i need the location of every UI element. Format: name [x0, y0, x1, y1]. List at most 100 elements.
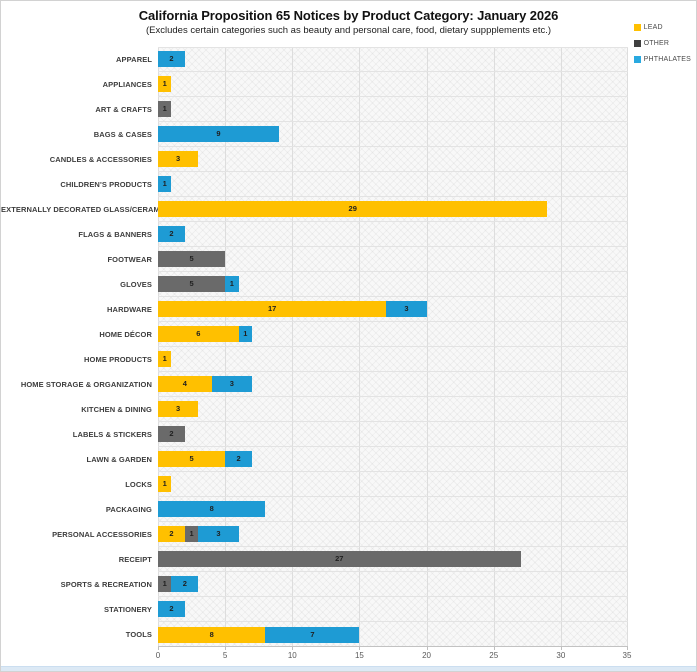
bar-value-label: 6	[196, 329, 201, 339]
x-tick-mark	[292, 647, 294, 650]
bar-value-label: 2	[169, 529, 174, 539]
bar-value-label: 3	[229, 379, 234, 389]
chart-row: APPLIANCES 1	[1, 72, 696, 97]
bar-segment-phthalates: 3	[198, 526, 239, 542]
bar-track: 2 1 3	[158, 522, 628, 547]
bar-value-label: 2	[169, 604, 174, 614]
legend-swatch-icon	[633, 24, 641, 31]
bar-track: 3	[158, 397, 628, 422]
category-label: HARDWARE	[107, 305, 152, 314]
x-tick-mark	[627, 647, 628, 650]
bar-value-label: 1	[162, 179, 167, 189]
category-label: EXTERNALLY DECORATED GLASS/CERAMICWARE	[1, 205, 191, 214]
bar-value-label: 3	[216, 529, 221, 539]
bar-value-label: 2	[169, 429, 174, 439]
bar-value-label: 2	[236, 454, 241, 464]
bar-track: 5	[158, 247, 628, 272]
bar-segment-lead: 17	[158, 301, 387, 317]
bar-value-label: 5	[189, 254, 194, 264]
category-label: TOOLS	[125, 630, 152, 639]
category-label: STATIONERY	[104, 605, 152, 614]
bar-segment-phthalates: 1	[238, 326, 252, 342]
bar-track: 2	[158, 422, 628, 447]
bar-value-label: 17	[267, 304, 277, 314]
bar-segment-other: 2	[158, 426, 185, 442]
x-tick-mark	[158, 647, 159, 650]
bar-segment-phthalates: 2	[158, 601, 185, 617]
category-label: HOME STORAGE & ORGANIZATION	[20, 380, 152, 389]
legend-item-phthalates: PHTHALATES	[633, 56, 691, 63]
bar-value-label: 3	[176, 404, 181, 414]
bar-track: 9	[158, 122, 628, 147]
category-label: CANDLES & ACCESSORIES	[49, 155, 152, 164]
bar-segment-phthalates: 8	[158, 501, 266, 517]
gridline-x-35	[627, 48, 628, 646]
bar-value-label: 3	[176, 154, 181, 164]
category-label: FOOTWEAR	[107, 255, 152, 264]
chart-row: KITCHEN & DINING 3	[1, 397, 696, 422]
chart-row: PERSONAL ACCESSORIES 2 1 3	[1, 522, 696, 547]
bar-track: 1	[158, 472, 628, 497]
category-label: APPLIANCES	[102, 80, 152, 89]
x-axis: 0 5 10 15 20 25 30 35	[156, 647, 631, 663]
bar-value-label: 2	[182, 579, 187, 589]
bar-track: 1	[158, 172, 628, 197]
bar-segment-lead: 1	[158, 351, 172, 367]
gridline-x-15	[359, 48, 361, 646]
x-tick-label: 10	[287, 651, 297, 660]
bar-segment-other: 5	[158, 276, 226, 292]
x-tick-mark	[560, 647, 562, 650]
gridline-x-10	[292, 48, 294, 646]
chart-area: APPAREL 2 APPLIANCES 1 ART & CRAFTS 1 BAGS & C…	[1, 47, 696, 647]
category-label: HOME PRODUCTS	[84, 355, 152, 364]
bar-segment-other: 5	[158, 251, 226, 267]
bar-value-label: 8	[209, 629, 214, 639]
chart-row: LAWN & GARDEN 5 2	[1, 447, 696, 472]
category-label: GLOVES	[120, 280, 152, 289]
bar-value-label: 1	[229, 279, 234, 289]
bar-value-label: 3	[404, 304, 409, 314]
bar-segment-phthalates: 3	[211, 376, 252, 392]
bar-value-label: 1	[243, 329, 248, 339]
category-label: LAWN & GARDEN	[86, 455, 152, 464]
x-tick-label: 5	[222, 651, 228, 660]
chart-row: TOOLS 8 7	[1, 622, 696, 647]
bar-segment-lead: 4	[158, 376, 212, 392]
bar-value-label: 1	[162, 104, 167, 114]
category-label: KITCHEN & DINING	[81, 405, 152, 414]
bar-track: 17 3	[158, 297, 628, 322]
bar-value-label: 27	[335, 554, 344, 564]
chart-row: RECEIPT 27	[1, 547, 696, 572]
category-label: RECEIPT	[118, 555, 152, 564]
chart-row: PACKAGING 8	[1, 497, 696, 522]
chart-row: FLAGS & BANNERS 2	[1, 222, 696, 247]
x-tick-label: 15	[354, 651, 364, 660]
chart-row: FOOTWEAR 5	[1, 247, 696, 272]
bar-segment-other: 1	[158, 101, 172, 117]
x-tick-label: 30	[556, 651, 566, 660]
chart-row: HARDWARE 17 3	[1, 297, 696, 322]
bar-track: 8	[158, 497, 628, 522]
chart-row: CANDLES & ACCESSORIES 3	[1, 147, 696, 172]
bar-segment-lead: 2	[158, 526, 185, 542]
category-label: PACKAGING	[105, 505, 152, 514]
bar-segment-phthalates: 2	[225, 451, 252, 467]
bar-segment-phthalates: 2	[158, 51, 185, 67]
bar-segment-phthalates: 7	[265, 626, 360, 643]
chart-row: EXTERNALLY DECORATED GLASS/CERAMICWARE 29	[1, 197, 696, 222]
x-tick-mark	[493, 647, 495, 650]
bar-track: 1	[158, 97, 628, 122]
bar-segment-lead: 3	[158, 151, 199, 167]
bar-segment-phthalates: 3	[386, 301, 427, 317]
bar-value-label: 29	[348, 204, 357, 214]
legend-item-lead: LEAD	[633, 24, 691, 31]
x-tick-mark	[426, 647, 428, 650]
chart-row: HOME PRODUCTS 1	[1, 347, 696, 372]
chart-row: GLOVES 5 1	[1, 272, 696, 297]
category-label: FLAGS & BANNERS	[78, 230, 152, 239]
bottom-edge-strip	[1, 666, 696, 671]
